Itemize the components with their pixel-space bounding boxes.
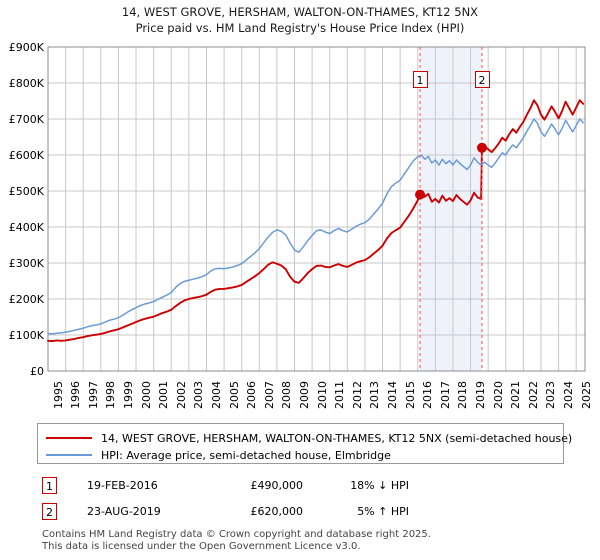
y-axis-tick-label: £800K [8,76,44,90]
x-axis-tick-label: 1996 [69,381,83,409]
y-axis-tick-label: £200K [8,292,44,306]
transaction-price: £620,000 [250,505,304,518]
x-axis-tick-label: 2022 [526,381,540,409]
legend-color-swatch [46,454,92,456]
transaction-index-badge: 1 [42,477,57,494]
x-axis-tick-label: 2002 [174,381,188,409]
x-axis-tick-label: 2003 [192,381,206,409]
x-axis-tick-label: 2025 [579,381,593,409]
x-axis-tick-label: 2021 [509,381,523,409]
legend-item: HPI: Average price, semi-detached house,… [46,446,391,464]
x-axis-tick-label: 2024 [562,381,576,409]
legend-label: 14, WEST GROVE, HERSHAM, WALTON-ON-THAME… [101,431,573,445]
x-axis-tick-label: 1997 [86,381,100,409]
transaction-price: £490,000 [250,479,304,492]
x-axis-tick-label: 2023 [544,381,558,409]
x-axis-tick-label: 1998 [104,381,118,409]
x-axis-tick-label: 2019 [474,381,488,409]
x-axis-tick-label: 2015 [403,381,417,409]
x-axis-tick-label: 2012 [350,381,364,409]
legend-item: 14, WEST GROVE, HERSHAM, WALTON-ON-THAME… [46,429,572,447]
y-axis-tick-label: £0 [30,364,44,378]
x-axis-tick-label: 2010 [315,381,329,409]
y-axis-tick-label: £300K [8,256,44,270]
y-axis-tick-label: £400K [8,220,44,234]
x-axis-tick-label: 2018 [456,381,470,409]
x-axis-tick-label: 2011 [333,381,347,409]
x-axis-tick-label: 2009 [297,381,311,409]
footer-line-2: This data is licensed under the Open Gov… [42,540,361,552]
x-axis-tick-label: 1999 [121,381,135,409]
x-axis-tick-label: 2004 [209,381,223,409]
x-axis-tick-label: 2013 [368,381,382,409]
transaction-row[interactable]: 2 23-AUG-2019 £620,000 5% ↑ HPI [42,501,562,523]
transaction-index-badge: 2 [42,503,57,520]
title-line-2: Price paid vs. HM Land Registry's House … [135,21,465,35]
x-axis-tick-label: 2020 [491,381,505,409]
legend-color-swatch [46,437,92,439]
x-axis-tick-label: 2016 [421,381,435,409]
x-axis-tick-label: 2001 [157,381,171,409]
footer-attribution: Contains HM Land Registry data © Crown c… [42,529,582,552]
y-axis-tick-label: £100K [8,328,44,342]
chart-marker-1[interactable]: 1 [412,71,428,88]
legend-label: HPI: Average price, semi-detached house,… [101,448,391,462]
transaction-date: 23-AUG-2019 [87,505,161,518]
y-axis-tick-label: £900K [8,40,44,54]
chart-legend: 14, WEST GROVE, HERSHAM, WALTON-ON-THAME… [37,423,572,464]
x-axis-tick-label: 2007 [262,381,276,409]
x-axis-tick-label: 2008 [280,381,294,409]
transaction-hpi-delta: 18% ↓ HPI [350,479,409,492]
chart-marker-2[interactable]: 2 [474,71,490,88]
chart-plot-area: £0 £100K £200K £300K £400K £500K £600K £700K £80… [0,40,600,410]
chart-svg [47,46,586,372]
title-line-1: 14, WEST GROVE, HERSHAM, WALTON-ON-THAME… [121,5,479,19]
transaction-hpi-delta: 5% ↑ HPI [357,505,409,518]
x-axis-tick-label: 2014 [386,381,400,409]
footer-line-1: Contains HM Land Registry data © Crown c… [42,529,431,540]
page-title: 14, WEST GROVE, HERSHAM, WALTON-ON-THAME… [0,4,600,36]
x-axis-tick-label: 2017 [438,381,452,409]
x-axis-tick-label: 2005 [227,381,241,409]
x-axis-tick-label: 2000 [139,381,153,409]
y-axis-tick-label: £600K [8,148,44,162]
y-axis-tick-label: £500K [8,184,44,198]
x-axis-tick-label: 1995 [51,381,65,409]
y-axis-tick-label: £700K [8,112,44,126]
transaction-date: 19-FEB-2016 [87,479,158,492]
transaction-row[interactable]: 1 19-FEB-2016 £490,000 18% ↓ HPI [42,475,562,497]
x-axis-tick-label: 2006 [245,381,259,409]
